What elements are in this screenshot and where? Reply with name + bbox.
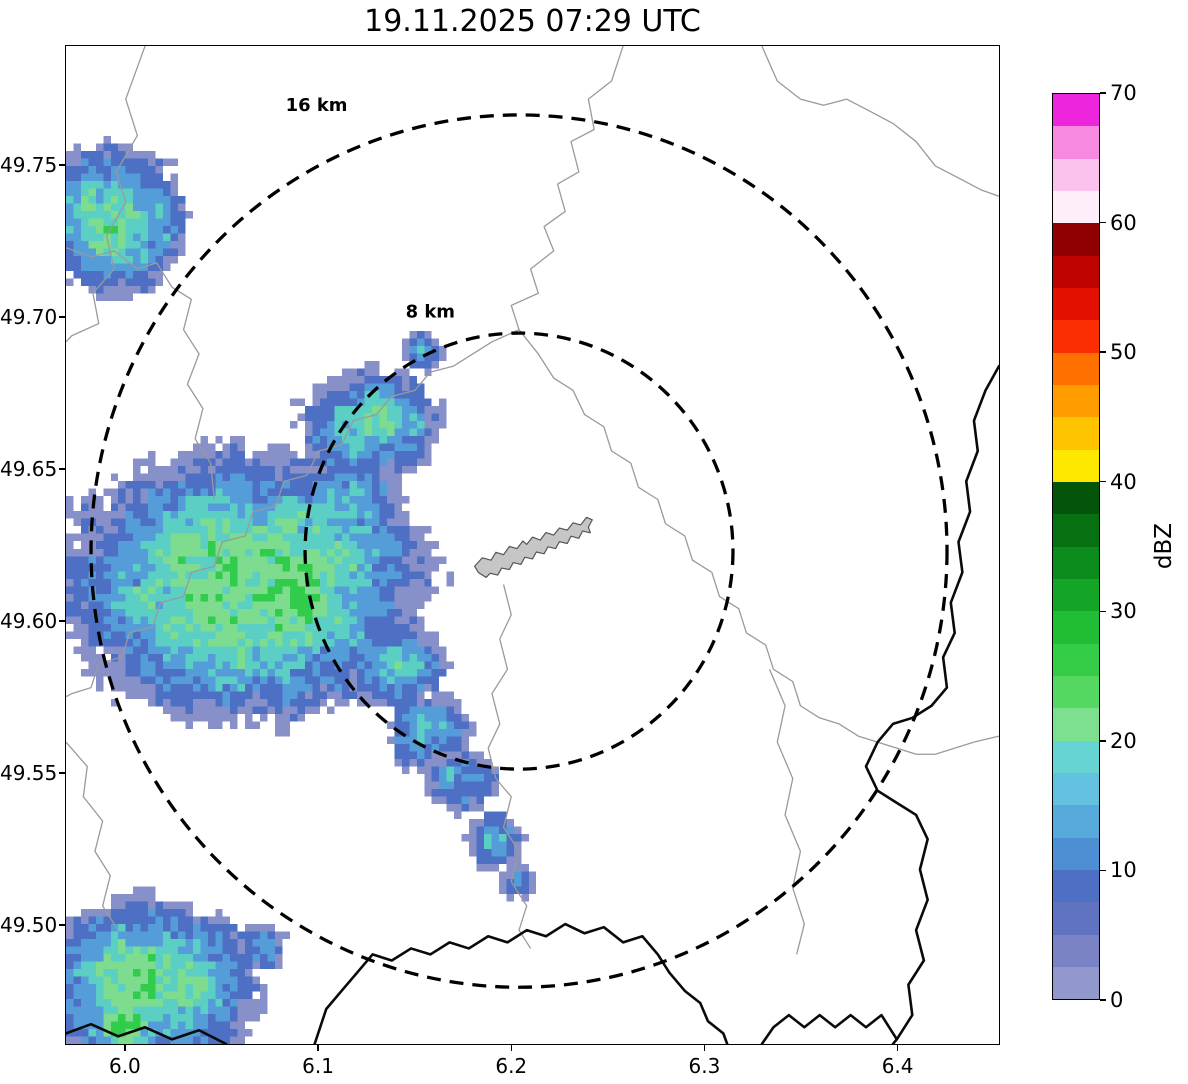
colorbar-segment (1053, 611, 1099, 644)
colorbar-tick-mark (1100, 221, 1106, 224)
airport-area-shape (474, 516, 593, 579)
x-tick-mark (317, 1045, 319, 1051)
colorbar-segment (1053, 320, 1099, 353)
colorbar-segment (1053, 966, 1099, 1000)
colorbar-tick-mark (1100, 999, 1106, 1001)
colorbar-segment (1053, 675, 1099, 709)
x-tick-mark (510, 1045, 512, 1051)
colorbar-tick-mark (1100, 740, 1106, 742)
x-tick-mark (896, 1045, 899, 1051)
y-tick-mark (59, 772, 65, 774)
country-border-line (66, 1022, 228, 1044)
x-tick-label: 6.3 (688, 1054, 721, 1078)
colorbar-segment (1053, 352, 1099, 385)
admin-boundary-line (768, 669, 805, 955)
colorbar-segment (1053, 805, 1099, 838)
country-border-line (313, 922, 729, 1044)
colorbar-segment (1053, 708, 1099, 741)
x-tick-label: 6.2 (495, 1054, 528, 1078)
x-tick-label: 6.4 (881, 1054, 914, 1078)
x-tick-label: 6.1 (302, 1054, 334, 1078)
colorbar-segment (1053, 643, 1099, 676)
colorbar-tick-mark (1100, 869, 1106, 872)
y-tick-label: 49.75 (0, 153, 58, 178)
colorbar-segment (1053, 94, 1099, 127)
range-ring-label-8km: 8 km (406, 301, 455, 322)
admin-boundary-line (66, 247, 216, 500)
y-tick-label: 49.50 (0, 912, 58, 937)
colorbar-tick-label: 70 (1110, 81, 1137, 105)
colorbar-segment (1053, 126, 1099, 159)
colorbar-segment (1053, 578, 1099, 612)
colorbar-segment (1053, 772, 1099, 806)
colorbar-segment (1053, 837, 1099, 870)
range-ring-8km (303, 331, 735, 771)
colorbar-tick-label: 40 (1110, 469, 1137, 494)
admin-boundary-line (761, 46, 999, 197)
colorbar-tick-mark (1100, 351, 1106, 353)
colorbar (1052, 93, 1100, 1000)
colorbar-tick-label: 10 (1110, 858, 1137, 883)
colorbar-tick-label: 60 (1110, 210, 1137, 235)
colorbar-segment (1053, 481, 1099, 515)
colorbar-segment (1053, 934, 1099, 967)
admin-boundary-line (66, 46, 146, 343)
colorbar-segment (1053, 255, 1099, 288)
country-border-line (760, 1013, 899, 1044)
colorbar-segment (1053, 869, 1099, 903)
admin-boundary-line (487, 584, 532, 949)
colorbar-segment (1053, 384, 1099, 418)
x-tick-label: 6.0 (108, 1054, 141, 1078)
y-tick-mark (59, 468, 65, 470)
y-tick-label: 49.70 (0, 305, 58, 330)
colorbar-tick-label: 30 (1110, 599, 1137, 624)
range-ring-label-16km: 16 km (286, 95, 348, 116)
colorbar-tick-label: 50 (1110, 340, 1137, 365)
colorbar-tick-label: 0 (1110, 988, 1124, 1012)
admin-boundary-line (518, 329, 999, 755)
colorbar-segment (1053, 417, 1099, 450)
y-tick-label: 49.65 (0, 457, 58, 481)
y-tick-mark (59, 164, 65, 166)
admin-boundary-line (66, 46, 624, 698)
colorbar-segment (1053, 287, 1099, 321)
colorbar-segment (1053, 158, 1099, 191)
colorbar-segment (1053, 514, 1099, 547)
y-tick-label: 49.60 (0, 608, 58, 633)
figure-title: 19.11.2025 07:29 UTC (364, 4, 701, 39)
plot-area: 8 km 16 km (65, 45, 1000, 1045)
colorbar-tick-mark (1100, 92, 1106, 94)
y-tick-mark (59, 316, 65, 318)
colorbar-tick-mark (1100, 610, 1106, 612)
colorbar-segment (1053, 223, 1099, 256)
colorbar-segment (1053, 740, 1099, 773)
x-tick-mark (703, 1045, 706, 1051)
colorbar-segment (1053, 546, 1099, 579)
colorbar-segment (1053, 449, 1099, 482)
colorbar-segment (1053, 190, 1099, 224)
y-tick-mark (59, 924, 65, 926)
y-tick-mark (59, 620, 65, 622)
range-ring-16km (89, 113, 949, 989)
country-border-line (864, 364, 999, 1044)
x-tick-mark (124, 1045, 126, 1051)
colorbar-axis-label: dBZ (1151, 522, 1177, 570)
map-overlay: 8 km 16 km (66, 46, 999, 1044)
colorbar-tick-label: 20 (1110, 728, 1137, 753)
admin-boundary-line (66, 741, 119, 931)
y-tick-label: 49.55 (0, 760, 58, 785)
colorbar-segment (1053, 902, 1099, 935)
colorbar-tick-mark (1100, 481, 1106, 483)
